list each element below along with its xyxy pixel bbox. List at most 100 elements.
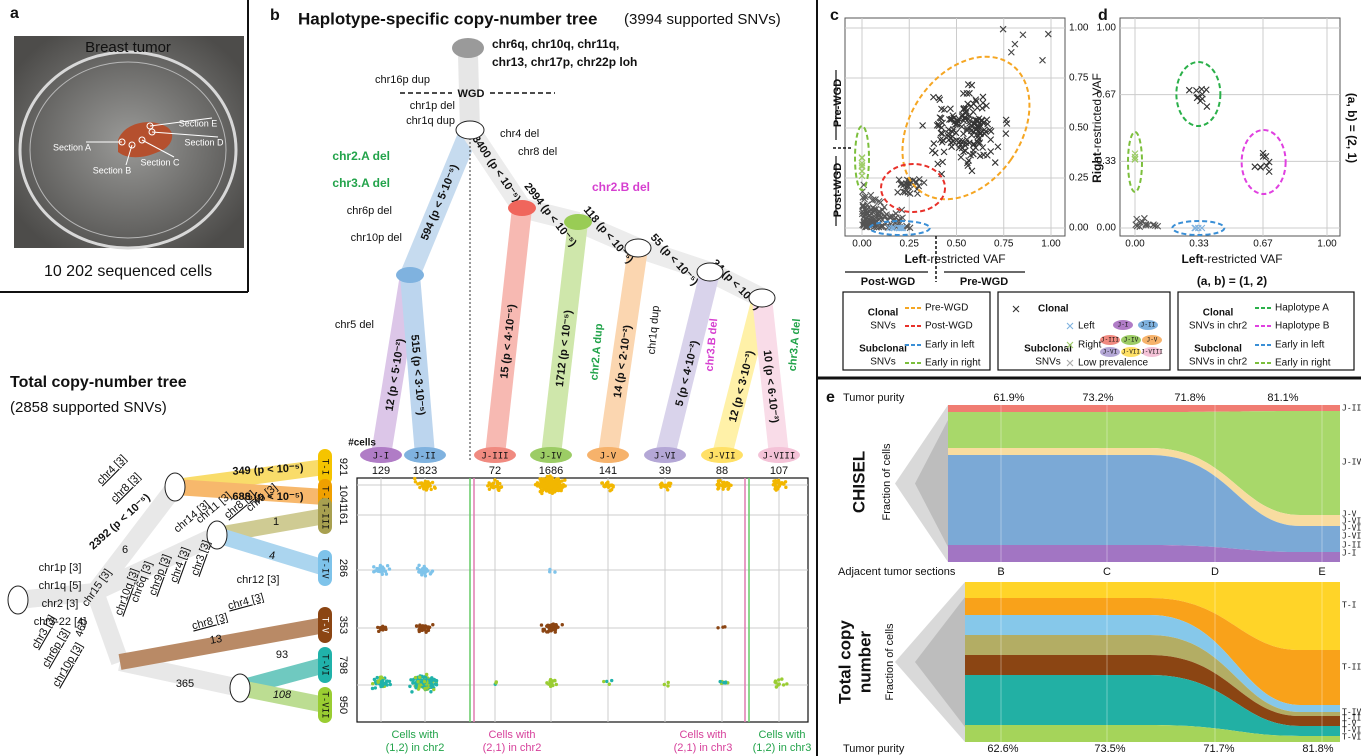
- cell-dot: [418, 486, 421, 489]
- edge-label: 4: [269, 550, 275, 562]
- cell-dot: [380, 675, 383, 678]
- cell-dot: [557, 487, 560, 490]
- clone-name: T-I: [320, 459, 330, 475]
- cell-dot: [421, 624, 424, 627]
- purity-value: 71.8%: [1174, 392, 1205, 404]
- cell-dot: [716, 626, 719, 629]
- clone-label: T-II: [1342, 663, 1361, 672]
- edge-label: 108: [273, 689, 292, 701]
- cell-dot: [548, 570, 551, 573]
- legend-group: SNVs: [870, 321, 896, 332]
- column-note: Cells with: [488, 729, 535, 741]
- cell-dot: [777, 678, 780, 681]
- event: chr3.A del: [787, 318, 804, 372]
- legend-item: Early in right: [1275, 358, 1331, 369]
- legend-group: Clonal: [868, 308, 899, 319]
- stream-layer: [948, 405, 1340, 412]
- cell-dot: [418, 626, 421, 629]
- purity-value: 73.5%: [1094, 743, 1125, 755]
- y-tick-label: 0.25: [1069, 173, 1089, 184]
- cell-dot: [414, 676, 417, 679]
- clone-cells: 88: [716, 465, 728, 477]
- cell-dot: [542, 483, 545, 486]
- caption: 10 202 sequenced cells: [44, 263, 212, 280]
- x-tick-label: 0.67: [1253, 239, 1273, 250]
- cell-dot: [417, 564, 420, 567]
- cell-dot: [774, 479, 777, 482]
- caption: (a, b) = (2, 1): [1345, 93, 1359, 163]
- cell-dot: [372, 565, 375, 568]
- cell-dot: [381, 568, 384, 571]
- cell-dot: [555, 683, 558, 686]
- cell-dot: [373, 678, 376, 681]
- event: chr5 del: [335, 319, 374, 331]
- panel-label: a: [10, 5, 19, 22]
- clone-cells: 107: [770, 465, 788, 477]
- cell-dot: [785, 682, 788, 685]
- legend-item: Early in right: [925, 358, 981, 369]
- title: Breast tumor: [85, 39, 171, 56]
- clone-cells: 286: [337, 559, 349, 577]
- edge-label: 688 (p < 10⁻⁵): [232, 491, 304, 503]
- clone-name: J-III: [481, 452, 508, 462]
- clone-cells: 798: [337, 656, 349, 674]
- cell-dot: [605, 680, 608, 683]
- side-label: Pre-WGD: [832, 79, 844, 127]
- cell-dot: [784, 486, 787, 489]
- event: chr1q dup: [646, 305, 662, 355]
- y-tick-label: 0.75: [1069, 73, 1089, 84]
- column-note: Cells with: [679, 729, 726, 741]
- legend-item: Low prevalence: [1078, 358, 1148, 369]
- cell-dot: [667, 681, 670, 684]
- cell-dot: [495, 680, 498, 683]
- cell-dot: [661, 483, 664, 486]
- legend-group: SNVs: [870, 357, 896, 368]
- cell-dot: [435, 683, 438, 686]
- cell-dot: [372, 570, 375, 573]
- clone-name: T-VII: [320, 691, 330, 718]
- cell-dot: [421, 482, 424, 485]
- cell-dot: [776, 485, 779, 488]
- label-part: Right: [1090, 152, 1104, 183]
- x-tick-label: 0.50: [947, 239, 967, 250]
- x-tick-label: 0.25: [900, 239, 920, 250]
- section-label: Section B: [93, 165, 132, 175]
- row-title: CHISEL: [849, 451, 868, 513]
- cell-dot: [666, 488, 669, 491]
- event: chr6p del: [347, 205, 392, 217]
- purity-label: Tumor purity: [843, 743, 905, 755]
- edge-label: 594 (p < 5·10⁻⁵): [419, 162, 461, 242]
- event: chr4 del: [500, 128, 539, 140]
- legend-group: Subclonal: [1194, 344, 1242, 355]
- node: [508, 200, 536, 216]
- column-note: Cells with: [391, 729, 438, 741]
- x-tick-label: 0.33: [1189, 239, 1209, 250]
- cell-dot: [376, 626, 379, 629]
- caption: (a, b) = (1, 2): [1197, 274, 1267, 288]
- axis-label: Right-restricted VAF: [1090, 73, 1104, 183]
- panel-label: c: [830, 7, 839, 24]
- cell-dot: [500, 485, 503, 488]
- cell-dot: [431, 481, 434, 484]
- clone-name: J-I: [373, 452, 389, 462]
- y-axis-label: Fraction of cells: [884, 623, 896, 701]
- cell-dot: [385, 572, 388, 575]
- legend-group: Clonal: [1038, 304, 1069, 315]
- cell-dot: [434, 679, 437, 682]
- node: [749, 289, 775, 307]
- cell-dot: [379, 564, 382, 567]
- legend-group: Subclonal: [1024, 344, 1072, 355]
- node: [456, 121, 484, 139]
- cell-dot: [775, 488, 778, 491]
- cell-dot: [380, 628, 383, 631]
- column-note: (2,1) in chr2: [483, 742, 542, 754]
- clone-cells: 161: [337, 507, 349, 525]
- clone-name: J-II: [414, 452, 436, 462]
- clone-name: J-VIII: [763, 452, 796, 462]
- legend-pill-label: J-II: [1141, 322, 1156, 329]
- cell-dot: [610, 679, 613, 682]
- row-title: Total copy: [835, 620, 854, 704]
- cell-dot: [429, 571, 432, 574]
- cell-dot: [721, 625, 724, 628]
- cell-dot: [431, 623, 434, 626]
